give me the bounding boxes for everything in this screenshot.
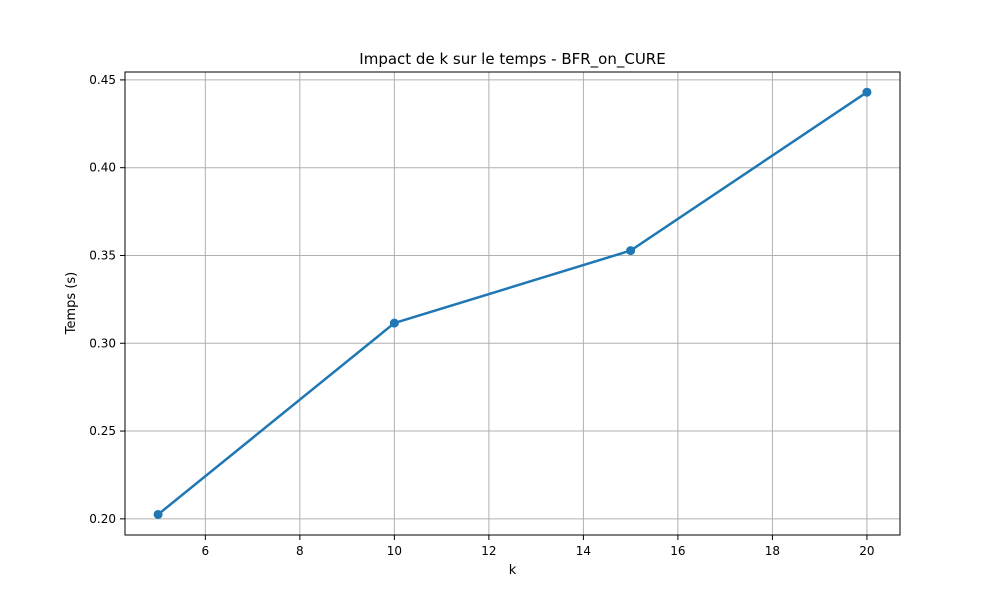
grid (125, 72, 900, 535)
y-tick-label: 0.25 (89, 424, 116, 438)
series-line (156, 90, 869, 516)
y-tick-label: 0.35 (89, 248, 116, 262)
y-tick-label: 0.20 (89, 512, 116, 526)
y-tick-label: 0.40 (89, 161, 116, 175)
ticks: 6 8 10 12 14 16 18 20 0.20 0.25 0.30 0.35 0.40 0.45 (89, 73, 874, 558)
x-tick-label: 14 (576, 544, 591, 558)
y-axis-label: Temps (s) (64, 272, 79, 335)
y-tick-label: 0.30 (89, 336, 116, 350)
x-tick-label: 20 (859, 544, 874, 558)
data-point (153, 509, 163, 519)
series-layer (153, 87, 872, 519)
data-point (626, 246, 636, 256)
x-tick-label: 18 (765, 544, 780, 558)
x-tick-label: 8 (296, 544, 304, 558)
x-axis-label: k (509, 563, 517, 578)
x-tick-label: 16 (670, 544, 685, 558)
chart-title: Impact de k sur le temps - BFR_on_CURE (359, 50, 665, 69)
y-tick-label: 0.45 (89, 73, 116, 87)
data-point (389, 318, 399, 328)
x-tick-label: 10 (387, 544, 402, 558)
data-point (862, 87, 872, 97)
x-tick-label: 6 (202, 544, 210, 558)
plot-frame (124, 71, 901, 536)
x-tick-label: 12 (481, 544, 496, 558)
